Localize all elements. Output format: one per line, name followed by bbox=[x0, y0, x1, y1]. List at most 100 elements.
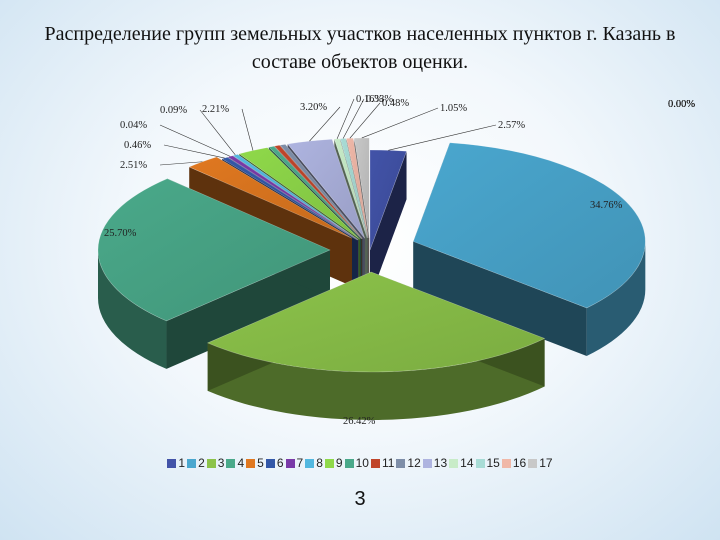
leader-line-17 bbox=[361, 107, 439, 139]
legend-swatch bbox=[226, 459, 236, 468]
data-label-11: 0.00% bbox=[668, 99, 695, 110]
legend-label: 2 bbox=[198, 456, 205, 470]
legend-label: 8 bbox=[316, 456, 323, 470]
legend-item-3: 3 bbox=[206, 456, 225, 470]
legend-label: 10 bbox=[355, 456, 369, 470]
data-label-5: 2.51% bbox=[120, 160, 147, 171]
chart-legend: 1 2 3 4 5 6 7 8 9 10 11 12 13 14 15 16 17 bbox=[0, 456, 720, 470]
legend-swatch bbox=[246, 459, 256, 468]
slice-12 bbox=[279, 144, 363, 239]
legend-swatch bbox=[305, 459, 315, 468]
legend-label: 3 bbox=[217, 456, 225, 470]
leader-line-14 bbox=[336, 98, 355, 139]
legend-item-2: 2 bbox=[187, 456, 205, 470]
legend-label: 12 bbox=[407, 456, 421, 470]
legend-label: 17 bbox=[539, 456, 553, 470]
slice-side-3 bbox=[207, 338, 545, 420]
slice-2 bbox=[412, 142, 646, 309]
slice-3 bbox=[206, 271, 546, 373]
data-label-16: 0.48% bbox=[382, 98, 409, 109]
legend-item-7: 7 bbox=[285, 456, 304, 470]
data-label-12: 0.00% bbox=[668, 99, 695, 110]
legend-swatch bbox=[501, 459, 511, 468]
legend-swatch bbox=[370, 459, 380, 468]
leader-line-5 bbox=[159, 161, 203, 166]
slice-11 bbox=[273, 144, 363, 239]
legend-label: 5 bbox=[257, 456, 264, 470]
legend-label: 16 bbox=[512, 456, 527, 470]
legend-item-5: 5 bbox=[246, 456, 264, 470]
legend-item-16: 16 bbox=[501, 456, 527, 470]
legend-item-1: 1 bbox=[167, 456, 185, 470]
data-label-7: 0.04% bbox=[120, 120, 147, 131]
data-label-3: 26.42% bbox=[343, 416, 376, 427]
slice-4 bbox=[97, 178, 331, 322]
data-label-13: 3.20% bbox=[300, 102, 327, 113]
data-label-10: 0.00% bbox=[668, 99, 695, 110]
legend-label: 11 bbox=[381, 456, 395, 470]
leader-line-1 bbox=[388, 124, 497, 151]
legend-label: 13 bbox=[433, 456, 448, 470]
legend-label: 9 bbox=[335, 456, 343, 470]
legend-swatch bbox=[206, 459, 216, 468]
legend-item-17: 17 bbox=[528, 456, 553, 470]
page-number: 3 bbox=[354, 488, 366, 510]
legend-item-10: 10 bbox=[344, 456, 369, 470]
leader-line-9 bbox=[241, 108, 254, 151]
leader-line-15 bbox=[342, 98, 365, 139]
slice-10 bbox=[268, 145, 362, 240]
legend-label: 15 bbox=[486, 456, 500, 470]
legend-swatch bbox=[449, 459, 459, 468]
data-label-1: 2.57% bbox=[498, 120, 525, 131]
data-label-15: 0.33% bbox=[366, 94, 393, 105]
slice-side-2 bbox=[586, 241, 646, 356]
legend-label: 1 bbox=[178, 456, 186, 470]
legend-item-9: 9 bbox=[324, 456, 343, 470]
slice-6 bbox=[221, 156, 358, 241]
legend-swatch bbox=[528, 459, 538, 468]
data-label-9: 2.21% bbox=[202, 104, 229, 115]
slice-17 bbox=[353, 137, 370, 238]
data-label-4: 25.70% bbox=[104, 228, 137, 239]
legend-swatch bbox=[285, 459, 295, 468]
legend-label: 4 bbox=[237, 456, 245, 470]
data-label-8: 0.09% bbox=[160, 105, 187, 116]
legend-item-6: 6 bbox=[265, 456, 284, 470]
legend-swatch bbox=[475, 459, 485, 468]
legend-item-14: 14 bbox=[449, 456, 474, 470]
slice-9 bbox=[238, 147, 361, 240]
legend-swatch bbox=[167, 459, 177, 468]
slice-side-4 bbox=[98, 249, 167, 369]
slice-16 bbox=[346, 137, 369, 239]
legend-swatch bbox=[396, 459, 406, 468]
legend-swatch bbox=[265, 459, 275, 468]
data-labels: 2.57% 34.76% 26.42% 25.70% 2.51% 0.46% 0.04% 0.… bbox=[104, 94, 695, 427]
slice-wall-1 bbox=[370, 151, 407, 298]
legend-label: 14 bbox=[460, 456, 474, 470]
leader-line-16 bbox=[349, 102, 381, 139]
pie-tops bbox=[97, 137, 646, 373]
legend-item-12: 12 bbox=[396, 456, 421, 470]
data-label-6: 0.46% bbox=[124, 140, 151, 151]
leader-line-6 bbox=[163, 144, 225, 159]
legend-item-11: 11 bbox=[370, 456, 395, 470]
legend-label: 7 bbox=[296, 456, 304, 470]
data-label-2: 34.76% bbox=[590, 200, 623, 211]
leader-line-7 bbox=[159, 124, 231, 157]
slice-wall-2 bbox=[413, 241, 587, 356]
legend-swatch bbox=[187, 459, 197, 468]
leader-line-8 bbox=[199, 109, 236, 156]
legend-item-4: 4 bbox=[226, 456, 244, 470]
leader-line-13 bbox=[309, 106, 341, 142]
legend-label: 6 bbox=[276, 456, 284, 470]
legend-item-8: 8 bbox=[305, 456, 323, 470]
legend-swatch bbox=[324, 459, 334, 468]
data-label-17: 1.05% bbox=[440, 103, 467, 114]
legend-swatch bbox=[422, 459, 432, 468]
legend-item-13: 13 bbox=[422, 456, 448, 470]
data-label-14: 0.16% bbox=[356, 94, 383, 105]
legend-item-15: 15 bbox=[475, 456, 500, 470]
legend-swatch bbox=[344, 459, 354, 468]
chart-title: Распределение групп земельных участков н… bbox=[44, 23, 676, 73]
